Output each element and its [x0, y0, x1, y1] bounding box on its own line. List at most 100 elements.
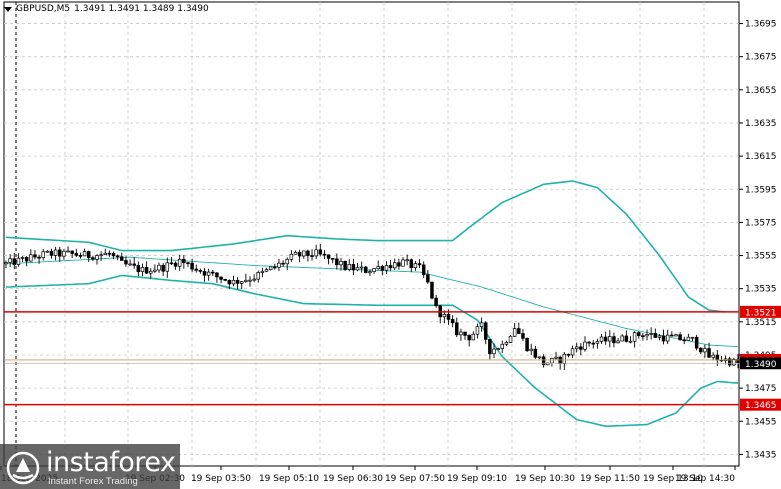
candle-body	[24, 257, 29, 262]
instaforex-logo: instaforex Instant Forex Trading	[0, 444, 180, 489]
candle-body	[128, 263, 132, 266]
candle-body	[343, 260, 347, 270]
candle-body	[256, 272, 261, 280]
candle-body	[459, 331, 463, 336]
level-badge-label: 1.3521	[745, 308, 777, 318]
candle-body	[488, 339, 492, 355]
candle-body	[37, 256, 41, 259]
candle-body	[450, 319, 455, 324]
candle-body	[500, 343, 505, 349]
candle-body	[148, 270, 153, 274]
candle-body	[12, 258, 17, 265]
candle-body	[599, 336, 604, 342]
candle-body	[413, 263, 418, 269]
plot-frame	[3, 1, 740, 467]
candle-body	[525, 338, 529, 352]
candle-body	[628, 340, 633, 343]
candle-body	[595, 341, 600, 344]
candle-body	[694, 336, 699, 349]
candle-body	[306, 250, 310, 256]
candle-body	[380, 266, 385, 271]
candle-body	[8, 258, 12, 263]
candle-body	[508, 335, 513, 343]
level-badge	[740, 398, 781, 411]
candle-body	[219, 276, 223, 280]
candle-body	[388, 265, 393, 269]
candle-body	[62, 250, 66, 257]
candle-body	[699, 347, 703, 353]
candle-body	[78, 255, 83, 257]
candle-body	[657, 335, 662, 338]
candle-body	[541, 356, 546, 366]
candle-body	[297, 251, 302, 257]
candle-body	[335, 258, 339, 266]
candle-body	[732, 358, 736, 366]
candle-body	[227, 279, 232, 285]
candle-body	[223, 279, 227, 281]
candle-body	[364, 266, 368, 274]
candle-body	[483, 322, 488, 340]
y-tick-label: 1.3475	[745, 384, 777, 394]
x-tick-label: 19 Sep 06:30	[323, 474, 383, 484]
symbol-header: GBPUSD,M5 1.3491 1.3491 1.3489 1.3490	[4, 4, 209, 14]
candle-body	[372, 268, 376, 272]
candle-body	[359, 266, 364, 269]
candle-body	[206, 271, 211, 276]
candle-body	[107, 252, 112, 255]
y-tick-label: 1.3515	[745, 318, 777, 328]
candle-body	[186, 262, 190, 265]
candle-body	[169, 262, 174, 265]
candle-body	[392, 262, 397, 269]
instaforex-mark-icon	[6, 451, 40, 485]
candle-body	[302, 250, 306, 257]
candle-body	[198, 269, 203, 272]
candle-body	[86, 251, 91, 258]
candle-body	[33, 254, 37, 258]
candle-body	[636, 332, 641, 337]
candle-body	[41, 251, 45, 259]
candle-body	[235, 279, 240, 284]
candle-body	[608, 336, 612, 342]
candle-body	[471, 333, 476, 341]
x-tick-label: 19 Sep 13:10	[643, 474, 703, 484]
candle-body	[351, 264, 356, 271]
candle-body	[268, 266, 273, 270]
candle-body	[579, 346, 583, 350]
candle-body	[504, 342, 509, 345]
y-tick-label: 1.3635	[745, 119, 777, 129]
candle-body	[322, 253, 327, 256]
chevron-down-icon[interactable]	[4, 7, 12, 12]
level-badge	[740, 305, 781, 318]
candle-body	[45, 250, 50, 253]
candle-body	[661, 335, 666, 342]
candle-body	[492, 348, 496, 355]
candle-body	[715, 354, 720, 361]
candle-body	[310, 255, 314, 257]
candle-body	[475, 326, 480, 335]
candle-body	[132, 263, 136, 266]
candle-body	[496, 348, 500, 350]
candle-body	[446, 313, 451, 320]
candle-body	[417, 263, 422, 266]
candle-body	[252, 278, 256, 281]
candle-body	[330, 258, 335, 260]
symbol-label: GBPUSD,M5	[16, 4, 71, 14]
candle-body	[421, 264, 426, 276]
candle-body	[711, 354, 715, 358]
candle-body	[649, 333, 653, 335]
candle-body	[29, 254, 33, 262]
candle-body	[384, 265, 389, 271]
candle-body	[260, 270, 265, 273]
candle-body	[405, 259, 409, 262]
candle-body	[165, 262, 170, 272]
candle-body	[202, 271, 207, 276]
candle-body	[397, 262, 401, 267]
y-tick-label: 1.3435	[745, 450, 777, 460]
x-tick-label: 19 Sep 11:50	[580, 474, 640, 484]
candle-body	[653, 333, 658, 338]
candle-body	[339, 260, 343, 266]
candle-body	[264, 269, 269, 272]
candle-body	[587, 341, 591, 344]
